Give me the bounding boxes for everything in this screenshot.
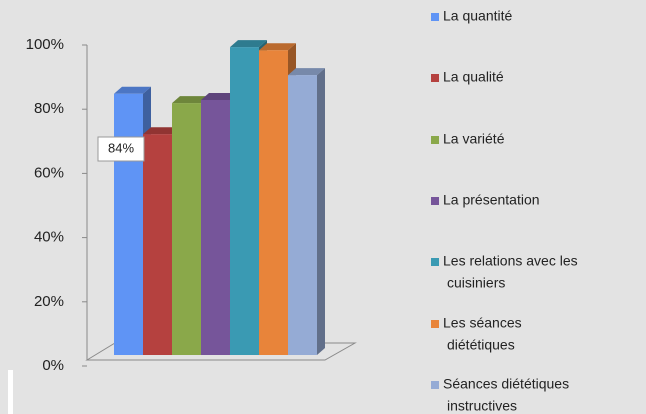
y-tick-label: 80% [34, 100, 64, 117]
legend-label: diététiques [447, 337, 515, 353]
y-tick-label: 60% [34, 164, 64, 181]
bar-front [230, 47, 259, 356]
legend-label: La variété [443, 131, 505, 147]
legend-swatch [431, 74, 439, 82]
data-label: 84% [108, 140, 134, 155]
bar-front [201, 99, 230, 355]
legend-label: La qualité [443, 69, 504, 85]
bar-top [288, 68, 325, 76]
bar-top [201, 92, 238, 100]
bar-top [259, 43, 296, 51]
bar-side [317, 68, 325, 355]
legend-swatch [431, 13, 439, 21]
artifact [8, 370, 13, 414]
legend-label: Séances diététiques [443, 376, 569, 392]
bar-top [114, 86, 151, 94]
legend-swatch [431, 381, 439, 389]
bar [288, 68, 325, 355]
legend-label: instructives [447, 398, 517, 414]
bar-front [172, 103, 201, 355]
bar-front [288, 75, 317, 355]
data-label-box [97, 136, 145, 162]
legend: La quantité La qualité La variété La présen… [431, 8, 578, 414]
legend-label: cuisiniers [447, 275, 505, 291]
bar-top [143, 127, 180, 135]
bar-top [172, 96, 209, 104]
bar-front [259, 50, 288, 355]
legend-label: Les séances [443, 315, 522, 331]
legend-label: La quantité [443, 8, 512, 24]
legend-swatch [431, 320, 439, 328]
legend-swatch [431, 136, 439, 144]
y-tick-label: 100% [26, 36, 64, 53]
bar-top [230, 40, 267, 48]
y-tick-label: 40% [34, 229, 64, 246]
y-tick-label: 20% [34, 293, 64, 310]
bar-front [143, 134, 172, 355]
legend-swatch [431, 197, 439, 205]
y-tick-label: 0% [42, 357, 64, 374]
floor [85, 342, 357, 361]
legend-swatch [431, 258, 439, 266]
legend-label: Les relations avec les [443, 253, 578, 269]
legend-label: La présentation [443, 192, 540, 208]
bar-front [114, 93, 143, 355]
